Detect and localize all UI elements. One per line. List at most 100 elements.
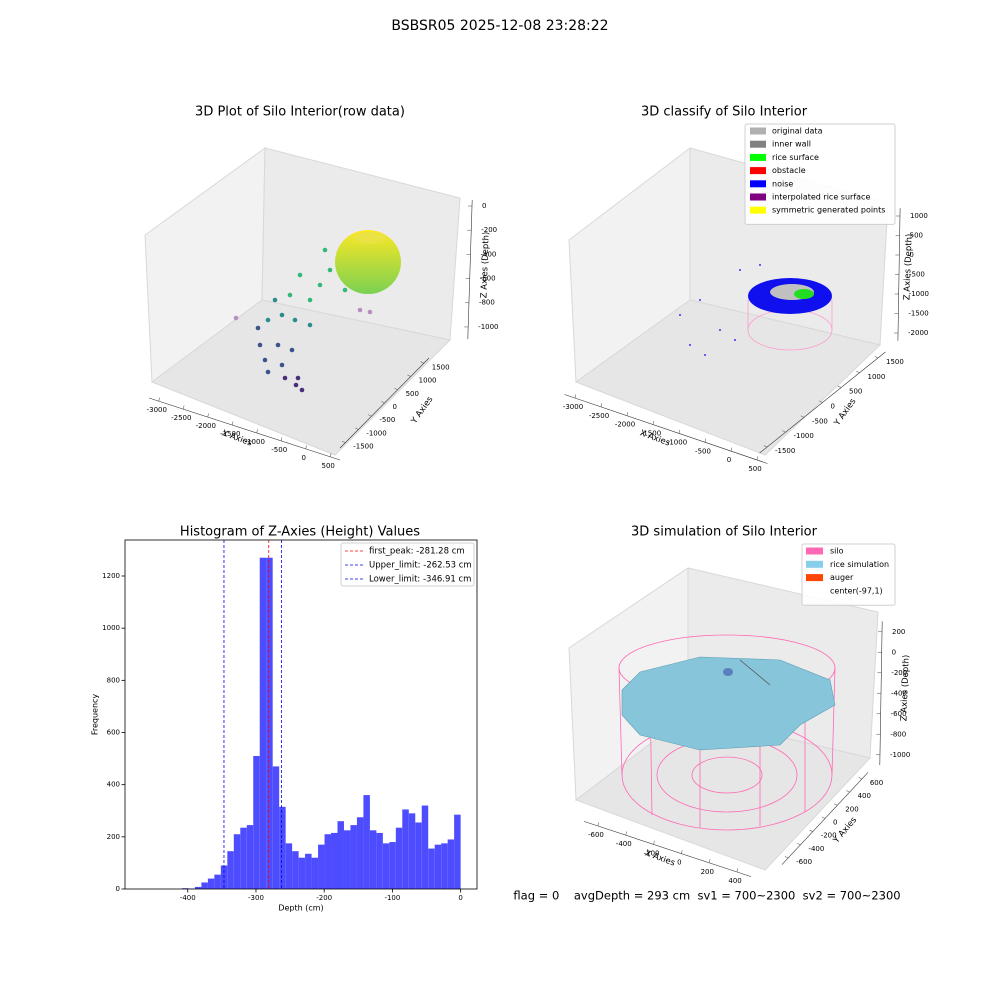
bar <box>454 814 461 889</box>
z-tick-label: -200 <box>481 226 497 234</box>
bar <box>272 766 280 889</box>
bar <box>415 822 422 889</box>
legend-patch <box>750 193 766 201</box>
y-tick-mark <box>809 829 813 832</box>
legend-patch <box>750 140 766 148</box>
legend-patch <box>750 153 766 161</box>
x-tick-mark <box>708 859 711 863</box>
x-tick-label: 0 <box>301 454 305 462</box>
bar <box>369 830 377 889</box>
z-tick-label: -1000 <box>909 290 929 298</box>
x-tick-label: -300 <box>248 894 264 902</box>
y-tick-label: 1000 <box>868 373 886 381</box>
bar <box>447 839 455 889</box>
panel-title: 3D simulation of Silo Interior <box>631 525 818 540</box>
legend-patch <box>750 206 766 214</box>
bar <box>311 857 319 889</box>
bar <box>363 795 370 889</box>
bar <box>207 878 215 889</box>
legend-patch <box>806 560 823 568</box>
x-tick-label: -2500 <box>589 412 609 420</box>
y-tick-label: -1000 <box>794 432 814 440</box>
bar <box>194 886 202 889</box>
x-axis-line <box>583 821 752 877</box>
legend-patch <box>750 167 766 175</box>
y-tick-mark <box>837 385 842 388</box>
figure-title: BSBSR05 2025-12-08 23:28:22 <box>391 18 608 34</box>
x-tick-label: -400 <box>180 894 196 902</box>
legend-label: silo <box>830 547 844 556</box>
legend-label: first_peak: -281.28 cm <box>369 547 465 557</box>
bar <box>356 817 364 889</box>
x-tick-mark <box>678 429 681 434</box>
y-tick-mark <box>784 856 789 859</box>
axis-label: Z Axies (Depth) <box>479 232 491 299</box>
z-tick-label: 500 <box>910 232 923 240</box>
bar <box>408 813 416 889</box>
y-tick-label: 600 <box>107 728 120 736</box>
bar <box>318 844 325 889</box>
x-tick-mark <box>597 822 600 827</box>
bar <box>343 830 351 889</box>
legend-patch <box>806 587 823 595</box>
x-tick-label: -2500 <box>171 414 191 422</box>
x-tick-label: 400 <box>728 877 741 885</box>
y-axis-line <box>781 772 869 865</box>
bar <box>337 821 344 889</box>
y-tick-mark <box>407 374 411 377</box>
z-tick-label: -1500 <box>908 310 928 318</box>
x-tick-label: -200 <box>644 849 660 857</box>
bar <box>201 882 208 889</box>
legend-label: rice surface <box>772 153 819 162</box>
x-tick-mark <box>329 453 332 457</box>
x-tick-label: -500 <box>695 447 711 455</box>
x-tick-mark <box>305 445 307 449</box>
bar <box>428 848 435 889</box>
y-tick-label: 400 <box>107 781 120 789</box>
footer-text: flag = 0 avgDepth = 293 cm sv1 = 700~230… <box>513 889 900 903</box>
legend-patch <box>750 127 766 135</box>
x-tick-label: -1000 <box>667 438 687 446</box>
panel-title: Histogram of Z-Axies (Height) Values <box>180 525 420 540</box>
x-tick-mark <box>652 420 655 425</box>
legend-label: rice simulation <box>830 560 889 569</box>
y-tick-mark <box>763 445 768 448</box>
x-tick-label: 0 <box>727 456 731 464</box>
y-axis-line <box>339 357 430 449</box>
bar <box>266 557 273 889</box>
bar <box>395 827 403 889</box>
z-tick-label: -1000 <box>890 751 910 759</box>
y-tick-label: -600 <box>796 858 812 866</box>
x-tick-mark <box>280 437 283 441</box>
z-axis-line <box>897 208 901 341</box>
legend-label: auger <box>830 573 854 582</box>
legend-patch <box>806 547 823 555</box>
y-tick-mark <box>341 440 346 443</box>
y-tick-mark <box>354 427 359 430</box>
x-tick-mark <box>736 868 739 873</box>
y-tick-label: -500 <box>379 416 395 424</box>
legend-box <box>744 123 896 225</box>
x-tick-label: -1500 <box>641 430 661 438</box>
x-tick-mark <box>681 849 683 854</box>
y-tick-label: -1000 <box>366 429 386 437</box>
bar <box>214 874 221 889</box>
panel-title: 3D classify of Silo Interior <box>641 105 808 120</box>
legend-label: noise <box>772 179 793 188</box>
z-tick-label: 0 <box>892 648 896 656</box>
bar <box>259 557 267 889</box>
legend-label: Lower_limit: -346.91 cm <box>369 575 471 585</box>
bar <box>240 827 247 889</box>
y-tick-label: -200 <box>821 832 837 840</box>
bar <box>434 844 442 889</box>
legend-box <box>801 543 896 606</box>
y-tick-mark <box>797 842 801 846</box>
y-tick-label: -1500 <box>775 447 795 455</box>
y-tick-mark <box>394 387 398 391</box>
bar <box>298 857 306 889</box>
z-axis-line <box>879 621 883 766</box>
x-tick-label: 500 <box>322 462 335 470</box>
axis-label: Z Axies (Depth) <box>899 655 911 722</box>
x-tick-label: -600 <box>588 831 604 839</box>
